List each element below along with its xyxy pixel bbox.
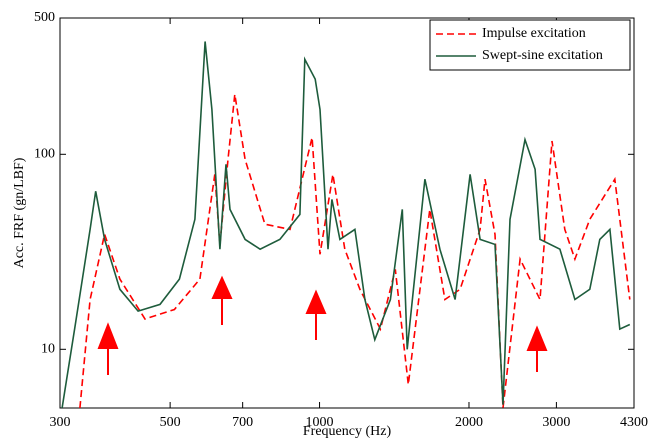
x-tick-label: 700 [232, 415, 253, 430]
y-tick-label: 10 [41, 342, 55, 357]
x-tick-label: 1000 [306, 415, 334, 430]
arrow-head [305, 289, 327, 314]
plot-lines [61, 41, 631, 408]
x-tick-label: 2000 [455, 415, 483, 430]
x-tick-label: 4300 [620, 415, 648, 430]
arrow-head [526, 325, 548, 351]
legend-box [429, 19, 631, 71]
x-tick-label: 500 [160, 415, 181, 430]
x-axis-label: Frequency (Hz) [303, 424, 392, 439]
legend-label: Swept-sine excitation [482, 48, 603, 63]
plot-frame [59, 17, 635, 409]
y-tick-label: 100 [34, 147, 55, 162]
x-tick-label: 3000 [542, 415, 570, 430]
series-line [61, 41, 631, 408]
x-tick-label: 300 [50, 415, 71, 430]
y-tick-label: 500 [34, 10, 55, 25]
arrow-head [211, 275, 233, 299]
legend-label: Impulse excitation [482, 26, 586, 41]
arrow-head [97, 322, 119, 349]
arrows [97, 275, 548, 375]
series-line [79, 94, 631, 408]
y-axis-label: Acc. FRF (gn/LBF) [12, 157, 27, 268]
